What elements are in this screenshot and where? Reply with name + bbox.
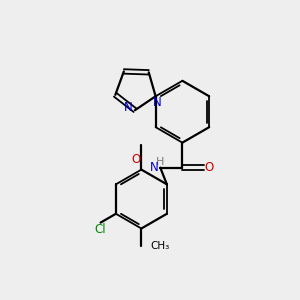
Text: N: N [153,96,161,109]
Text: N: N [124,101,133,114]
Text: N: N [149,161,158,174]
Text: O: O [205,161,214,174]
Text: H: H [156,157,164,167]
Text: CH₃: CH₃ [150,241,170,251]
Text: O: O [131,153,141,167]
Text: Cl: Cl [95,223,106,236]
